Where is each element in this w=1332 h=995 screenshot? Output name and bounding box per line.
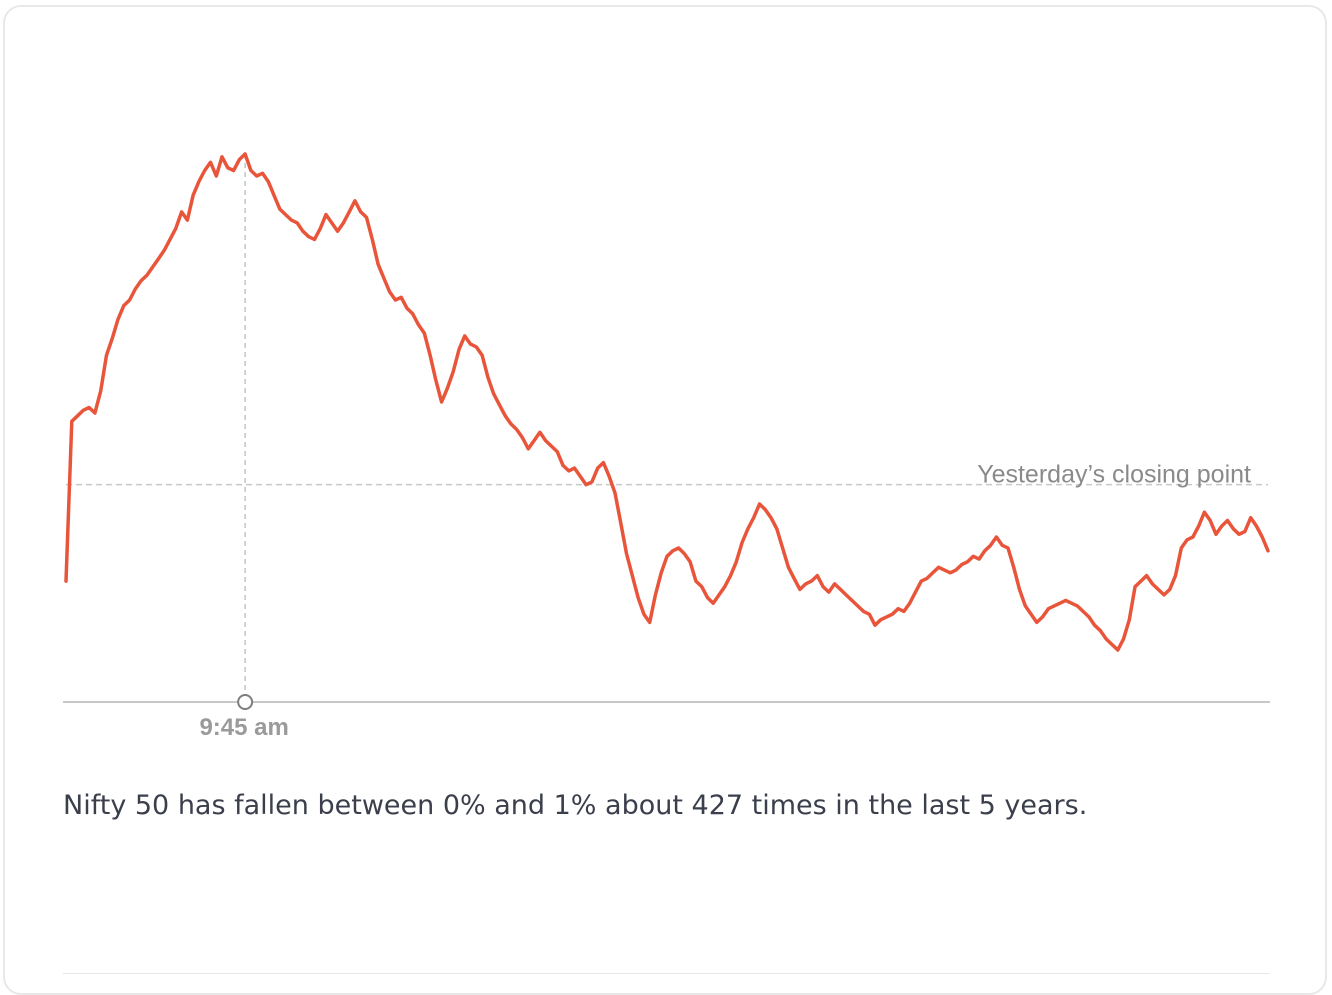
chart-card bbox=[3, 5, 1327, 995]
chart-area: Yesterday’s closing point 9:45 am bbox=[63, 152, 1270, 741]
marker-time-label: 9:45 am bbox=[199, 714, 288, 741]
marker-dot[interactable] bbox=[237, 694, 254, 710]
series-line bbox=[64, 152, 1270, 652]
reference-line-label: Yesterday’s closing point bbox=[977, 461, 1251, 489]
chart-caption: Nifty 50 has fallen between 0% and 1% ab… bbox=[63, 790, 1088, 821]
divider bbox=[63, 973, 1269, 974]
